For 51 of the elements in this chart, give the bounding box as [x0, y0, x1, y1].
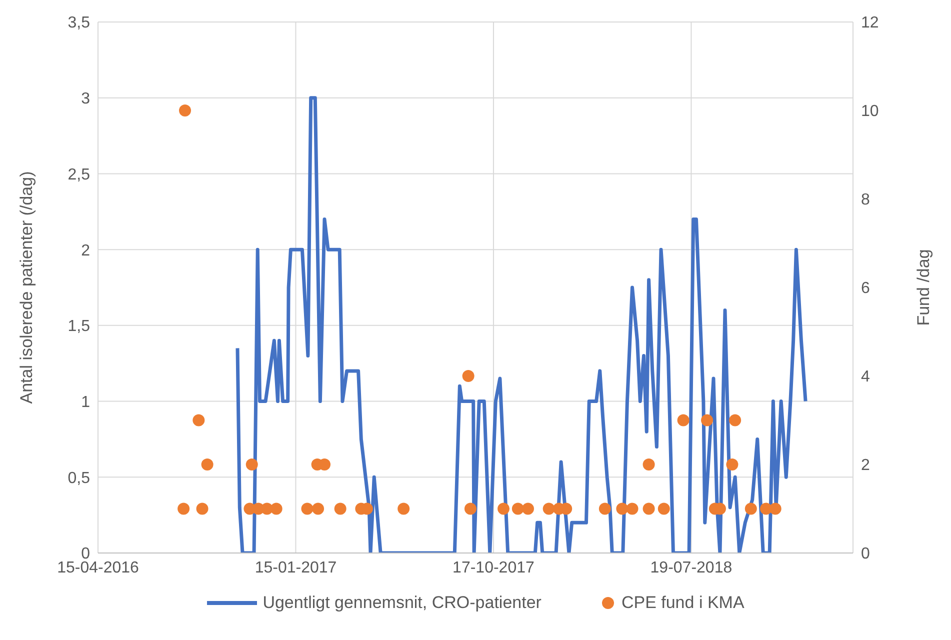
point: [498, 502, 510, 515]
point: [642, 458, 655, 470]
y2-tick-label: 12: [861, 14, 879, 32]
point: [677, 414, 690, 426]
y2-tick-label: 8: [861, 192, 870, 209]
legend-label: Ugentligt gennemsnit, CRO-patienter: [262, 593, 542, 613]
point: [270, 502, 282, 515]
x-tick-label: 19-07-2018: [650, 559, 732, 576]
point: [512, 502, 524, 515]
y2-axis-title: Fund /dag: [914, 249, 934, 326]
point: [769, 502, 782, 515]
x-tick-label: 15-01-2017: [254, 559, 337, 576]
point: [201, 458, 214, 470]
point: [312, 502, 324, 515]
legend-label: CPE fund i KMA: [621, 593, 744, 613]
point: [398, 502, 410, 515]
y2-tick-label: 0: [861, 546, 870, 563]
point: [179, 104, 192, 116]
y-tick-label: 1: [81, 394, 90, 411]
point: [726, 458, 738, 470]
x-tick-label: 17-10-2017: [452, 559, 534, 576]
y-tick-label: 0,5: [68, 470, 90, 487]
point: [192, 414, 205, 426]
y2-tick-label: 4: [861, 368, 870, 386]
point: [598, 502, 611, 515]
point: [301, 502, 314, 515]
point: [178, 502, 190, 515]
point: [462, 370, 474, 382]
y-axis-title: Antal isolerede patienter (/dag): [17, 171, 36, 404]
line-series: [236, 96, 808, 553]
point: [246, 458, 258, 470]
point: [642, 502, 655, 515]
y-tick-label: 3: [81, 90, 90, 108]
y2-tick-label: 10: [861, 103, 879, 120]
y2-tick-label: 6: [861, 280, 870, 298]
point: [744, 502, 757, 515]
y-tick-label: 3,5: [68, 14, 90, 32]
point: [658, 502, 670, 515]
point: [626, 502, 638, 515]
point: [729, 414, 742, 426]
y-tick-label: 2,5: [68, 166, 90, 184]
point: [701, 414, 714, 426]
point: [522, 502, 534, 515]
point: [196, 502, 208, 515]
point: [542, 502, 555, 515]
point: [464, 502, 476, 515]
point: [334, 502, 346, 515]
y-tick-label: 1,5: [68, 318, 90, 336]
y2-tick-label: 2: [861, 457, 870, 474]
point: [616, 502, 628, 515]
y-tick-label: 2: [81, 242, 90, 260]
